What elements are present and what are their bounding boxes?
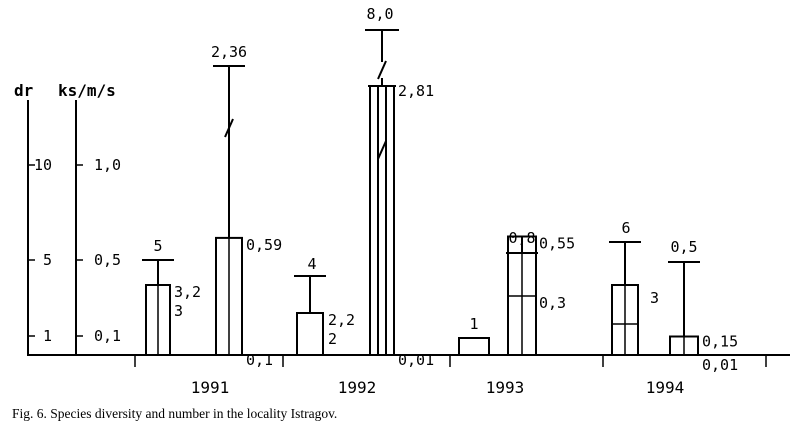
label-1992-dr-max: 4: [307, 255, 316, 273]
label-1991-dr-max: 5: [153, 237, 162, 255]
label-1991-ks-min: 0,1: [246, 351, 273, 369]
label-1993-ks-max: 0,8: [508, 229, 535, 247]
label-1993-ks-value: 0,55: [539, 235, 575, 253]
ks-axis-tick-label: 1,0: [94, 156, 121, 174]
label-1991-ks-value: 0,59: [246, 236, 282, 254]
axis-break-1991-ks: [224, 118, 234, 138]
dr-axis-tick-label: 5: [43, 251, 52, 269]
ks-axis-tick-label: 0,1: [94, 327, 121, 345]
label-1992-dr-mid: 2,2: [328, 311, 355, 329]
label-1991-ks-max: 2,36: [211, 43, 247, 61]
label-1994-ks-min: 0,01: [702, 356, 738, 374]
ks-axis-tick-label: 0,5: [94, 251, 121, 269]
dr-axis-tick-label: 10: [34, 156, 52, 174]
label-1994-ks-max: 0,5: [670, 238, 697, 256]
label-1992-ks-max: 8,0: [366, 5, 393, 23]
dr-axis-title: dr: [14, 81, 33, 100]
year-label: 1991: [191, 378, 230, 397]
label-1991-dr-value: 3: [174, 302, 183, 320]
year-label: 1992: [338, 378, 377, 397]
label-1994-ks-value: 0,15: [702, 333, 738, 351]
bar-1993-dr: [458, 337, 490, 356]
dr-axis-tick-label: 1: [43, 327, 52, 345]
label-1993-dr-value: 1: [469, 315, 478, 333]
label-1994-dr-value: 3: [650, 289, 659, 307]
label-1993-ks-mid: 0,3: [539, 294, 566, 312]
year-label: 1994: [646, 378, 685, 397]
axis-break-1992-ks-upper: [377, 60, 387, 80]
figure-caption: Fig. 6. Species diversity and number in …: [12, 406, 338, 421]
label-1992-ks-min: 0,01: [398, 351, 434, 369]
axis-break-1992-ks: [377, 140, 387, 160]
bar-1992-dr: [296, 312, 324, 356]
label-1994-dr-max: 6: [621, 219, 630, 237]
label-1992-ks-value: 2,81: [398, 82, 434, 100]
year-label: 1993: [486, 378, 525, 397]
label-1991-dr-mid: 3,2: [174, 283, 201, 301]
label-1992-dr-value: 2: [328, 330, 337, 348]
ks-axis-title: ks/m/s: [58, 81, 116, 100]
